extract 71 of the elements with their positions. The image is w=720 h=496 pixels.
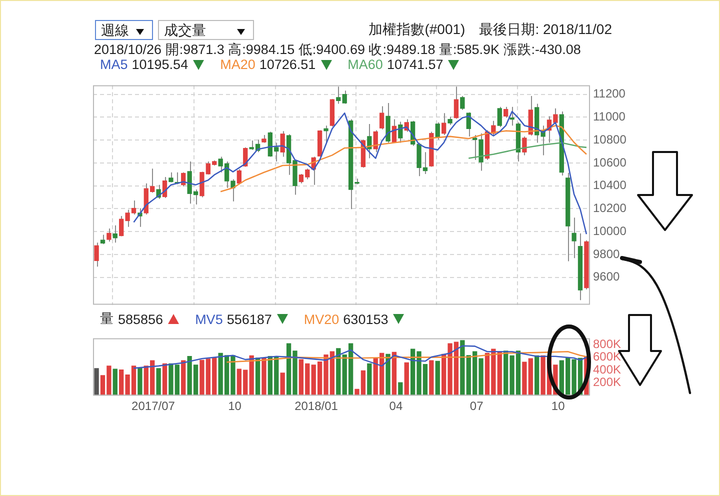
candlestick (106, 228, 112, 242)
text: MV20 (304, 312, 340, 326)
y-tick-label: 600K (593, 350, 622, 364)
bar (336, 348, 341, 396)
bar (435, 360, 440, 396)
text: 2018/10/26 開:9871.3 高:9984.15 低:9400.69 收:9489.18 量:585.9K 漲跌:-430.08 (94, 41, 581, 59)
text: 10741.57 (386, 57, 444, 72)
bar (94, 368, 99, 396)
y-tick-label: 10600 (593, 155, 627, 170)
text: 成交量 (164, 22, 206, 38)
bar (429, 360, 434, 396)
chart-title: 加權指數(#001) (368, 21, 466, 37)
x-tick-label: 07 (470, 399, 484, 414)
candlestick (280, 130, 285, 158)
candlestick (236, 168, 242, 185)
bar (404, 362, 409, 396)
text: 10726.51 (259, 57, 316, 72)
text: 630153 (343, 312, 388, 326)
y-tick-label: 11200 (593, 86, 626, 101)
candlestick (324, 125, 328, 144)
y-tick-label: 10800 (593, 132, 627, 146)
candlestick (100, 234, 106, 245)
candlestick (454, 86, 459, 120)
y-tick-label: 10400 (593, 178, 627, 192)
x-tick-label: 2018/01 (294, 399, 338, 414)
text: MA60 (348, 57, 383, 72)
y-tick-label: 800K (593, 336, 622, 351)
candlestick (336, 86, 341, 104)
x-tick-label: 10 (551, 399, 566, 414)
candlestick (572, 217, 576, 259)
text: MA5 (100, 57, 128, 72)
bar (112, 368, 118, 396)
bar (367, 363, 372, 396)
candlestick (94, 242, 99, 268)
text: MV5 (195, 312, 223, 326)
candlestick (435, 122, 440, 140)
y-tick-label: 10200 (593, 201, 627, 216)
bar (534, 355, 540, 396)
y-tick-label: 9600 (593, 270, 620, 284)
bar (156, 368, 161, 396)
candlestick (510, 106, 514, 126)
text: 585856 (118, 312, 164, 326)
bar (262, 358, 266, 396)
chart-subtitle: 最後日期: 2018/11/02 (479, 21, 612, 37)
x-tick-label: 2017/07 (132, 399, 176, 414)
candlestick (460, 95, 465, 110)
y-tick-label: 400K (593, 362, 622, 376)
y-tick-label: 11000 (593, 110, 626, 124)
candlestick (112, 224, 118, 244)
y-tick-label: 9800 (593, 246, 620, 261)
text: 週線 (101, 22, 129, 38)
candlestick (342, 90, 347, 104)
candlestick (497, 106, 502, 128)
candlestick (522, 136, 527, 156)
candlestick (168, 172, 174, 183)
bar (138, 368, 142, 396)
bar (398, 382, 403, 396)
bar (280, 372, 285, 396)
y-tick-label: 10000 (593, 224, 627, 238)
bar (181, 360, 186, 396)
bar (386, 354, 390, 396)
candlestick (441, 112, 446, 136)
candlestick (504, 106, 508, 118)
x-tick-label: 04 (389, 399, 403, 414)
y-tick-label: 200K (593, 375, 622, 390)
text: MA20 (220, 57, 256, 72)
text: 10195.54 (132, 57, 188, 72)
text: 556187 (226, 312, 272, 326)
x-tick-label: 10 (228, 399, 242, 414)
text: 量 (100, 310, 114, 328)
candlestick (379, 106, 384, 130)
